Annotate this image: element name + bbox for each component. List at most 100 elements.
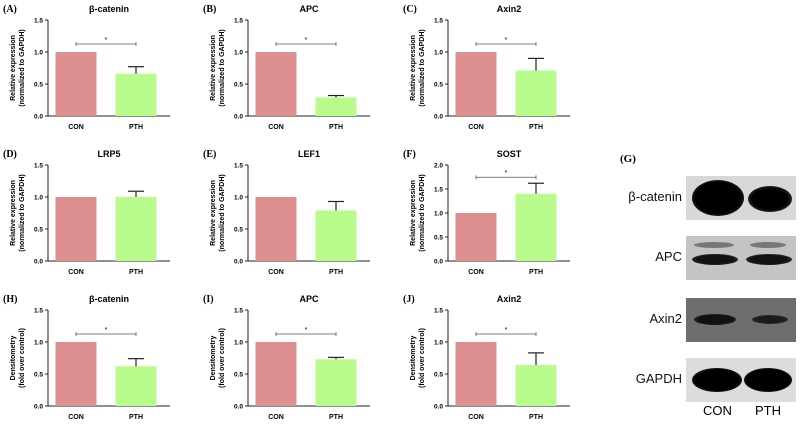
bar-con	[455, 342, 497, 406]
bar-pth	[315, 359, 357, 406]
bar-con	[455, 52, 497, 116]
blot-row-gapdh: GAPDH	[600, 358, 800, 402]
bar-con	[55, 342, 97, 406]
chart-panel: (B) APC Relative expression (normalized to …	[203, 4, 370, 131]
chart-panel: (J) Axin2 Densitometry (fold over control) 0…	[403, 294, 570, 421]
y-axis-label-line: Relative expression	[410, 180, 417, 246]
y-tick-label: 2.0	[434, 163, 443, 170]
chart-title: β-catenin	[89, 294, 129, 304]
chart-panel: (I) APC Densitometry (fold over control) 0.0…	[203, 294, 370, 421]
y-tick-label: 0.0	[34, 404, 43, 411]
panel-label: (A)	[3, 4, 17, 15]
y-tick-label: 0.0	[34, 114, 43, 121]
panel-label-g: (G)	[620, 153, 636, 165]
blot-image	[686, 298, 796, 342]
y-axis-label: Relative expression (normalized to GAPDH)	[410, 29, 426, 106]
x-tick-label: CON	[68, 414, 84, 421]
x-tick-label: PTH	[329, 414, 343, 421]
bar-con	[255, 342, 297, 406]
chart-title: LEF1	[298, 149, 320, 159]
y-tick-label: 0.0	[234, 404, 243, 411]
y-axis-label: Relative expression (normalized to GAPDH)	[210, 174, 226, 251]
bar-pth	[315, 97, 357, 116]
significance-marker: *	[505, 170, 508, 177]
y-tick-label: 1.0	[234, 195, 243, 202]
x-tick-label: PTH	[129, 414, 143, 421]
y-axis-label-line: (normalized to GAPDH)	[419, 29, 426, 106]
blot-label: Axin2	[649, 311, 682, 326]
y-tick-label: 1.0	[34, 340, 43, 347]
y-axis-label-line: Relative expression	[10, 35, 17, 101]
y-tick-label: 1.0	[434, 50, 443, 57]
y-axis-label: Densitometry (fold over control)	[410, 328, 426, 388]
y-axis-label: Relative expression (normalized to GAPDH)	[210, 29, 226, 106]
y-tick-label: 0.5	[34, 227, 43, 234]
y-tick-label: 1.5	[34, 18, 43, 25]
y-tick-label: 0.5	[234, 82, 243, 89]
y-axis-label-line: (fold over control)	[419, 328, 426, 388]
panel-label: (B)	[203, 4, 216, 15]
y-tick-label: 1.5	[434, 18, 443, 25]
x-tick-label: CON	[68, 124, 84, 131]
significance-marker: *	[505, 327, 508, 334]
y-axis-label-line: (normalized to GAPDH)	[19, 29, 26, 106]
panel-label: (E)	[203, 149, 216, 160]
significance-marker: *	[505, 37, 508, 44]
chart-title: APC	[299, 4, 319, 14]
bar-pth	[515, 365, 557, 406]
x-tick-label: PTH	[529, 414, 543, 421]
y-axis-label-line: (fold over control)	[19, 328, 26, 388]
significance-marker: *	[305, 327, 308, 334]
y-axis-label-line: Relative expression	[10, 180, 17, 246]
y-tick-label: 0.5	[234, 372, 243, 379]
y-tick-label: 1.5	[234, 163, 243, 170]
bar-con	[455, 213, 497, 261]
chart-panel: (E) LEF1 Relative expression (normalized to…	[203, 149, 370, 276]
panel-label: (D)	[3, 149, 17, 160]
y-tick-label: 0.0	[234, 114, 243, 121]
y-tick-label: 1.5	[234, 308, 243, 315]
x-tick-label: CON	[468, 414, 484, 421]
y-tick-label: 0.5	[34, 82, 43, 89]
y-tick-label: 1.0	[234, 50, 243, 57]
panel-label: (C)	[403, 4, 417, 15]
x-tick-label: PTH	[329, 124, 343, 131]
x-tick-label: PTH	[329, 269, 343, 276]
chart-title: β-catenin	[89, 4, 129, 14]
y-tick-label: 0.5	[434, 82, 443, 89]
blot-row-apc: APC	[600, 236, 800, 280]
y-axis-label-line: Densitometry	[210, 336, 217, 381]
panel-label: (F)	[403, 149, 416, 160]
x-tick-label: CON	[268, 414, 284, 421]
bar-con	[255, 52, 297, 116]
panel-label: (H)	[3, 294, 17, 305]
blot-row-beta-catenin: β-catenin	[600, 176, 800, 220]
blot-label: APC	[655, 249, 682, 264]
bar-pth	[115, 366, 157, 406]
x-tick-label: CON	[268, 269, 284, 276]
x-tick-label: PTH	[129, 124, 143, 131]
significance-marker: *	[105, 327, 108, 334]
y-axis-label: Densitometry (fold over control)	[10, 328, 26, 388]
chart-title: LRP5	[97, 149, 120, 159]
significance-marker: *	[305, 37, 308, 44]
chart-title: APC	[299, 294, 319, 304]
y-axis-label: Relative expression (normalized to GAPDH)	[10, 29, 26, 106]
x-tick-label: CON	[468, 269, 484, 276]
y-tick-label: 1.5	[34, 163, 43, 170]
blot-image	[686, 176, 796, 220]
y-axis-label-line: (normalized to GAPDH)	[219, 174, 226, 251]
western-blot-panel: (G) β-catenin APC Axin2 GAPDH CON PTH	[600, 0, 800, 440]
blot-label: GAPDH	[635, 371, 682, 386]
y-tick-label: 0.5	[34, 372, 43, 379]
y-axis-label-line: Densitometry	[410, 336, 417, 381]
y-axis-label-line: (normalized to GAPDH)	[219, 29, 226, 106]
x-tick-label: CON	[268, 124, 284, 131]
y-tick-label: 0.0	[434, 404, 443, 411]
bar-con	[55, 52, 97, 116]
x-tick-label: CON	[468, 124, 484, 131]
y-axis-label-line: Densitometry	[10, 336, 17, 381]
chart-title: Axin2	[497, 4, 522, 14]
y-tick-label: 1.5	[434, 187, 443, 194]
